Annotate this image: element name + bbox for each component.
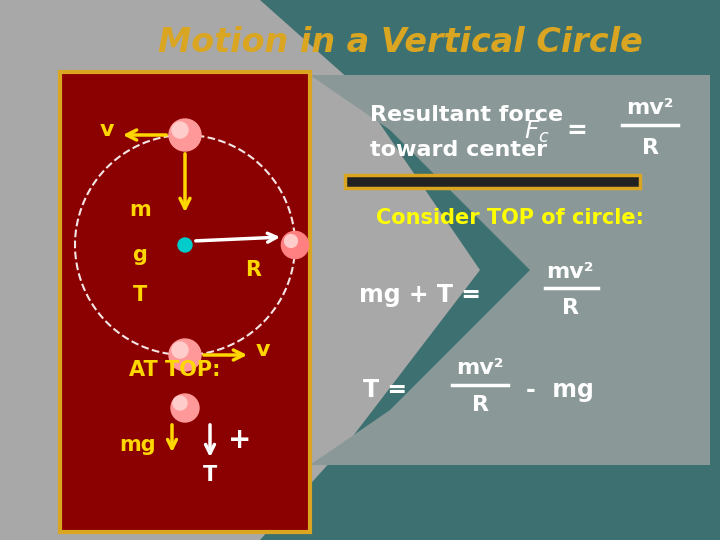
Text: toward center: toward center <box>370 140 547 160</box>
Text: mg: mg <box>120 435 156 455</box>
Text: g: g <box>132 245 148 265</box>
Text: Consider TOP of circle:: Consider TOP of circle: <box>376 208 644 228</box>
Circle shape <box>173 396 187 410</box>
Text: Motion in a Vertical Circle: Motion in a Vertical Circle <box>158 25 642 58</box>
Text: v: v <box>256 340 270 360</box>
Text: R: R <box>245 260 261 280</box>
Text: T =: T = <box>363 378 407 402</box>
Circle shape <box>169 119 201 151</box>
Circle shape <box>282 232 309 259</box>
Text: mv²: mv² <box>546 262 594 282</box>
Text: v: v <box>100 120 114 140</box>
Text: mv²: mv² <box>456 358 504 378</box>
Circle shape <box>171 394 199 422</box>
Bar <box>345 175 640 188</box>
Text: mg + T =: mg + T = <box>359 283 481 307</box>
Bar <box>60 72 310 532</box>
Text: T: T <box>133 285 147 305</box>
Text: R: R <box>642 138 659 158</box>
Circle shape <box>169 339 201 371</box>
Text: m: m <box>129 200 151 220</box>
Text: mv²: mv² <box>626 98 674 118</box>
Text: Resultant force: Resultant force <box>370 105 563 125</box>
Text: -  mg: - mg <box>526 378 594 402</box>
Text: AT TOP:: AT TOP: <box>130 360 221 380</box>
Text: R: R <box>562 298 578 318</box>
Circle shape <box>178 238 192 252</box>
Text: R: R <box>472 395 488 415</box>
Text: $\mathit{F}_c$  =: $\mathit{F}_c$ = <box>524 119 586 145</box>
Text: T: T <box>203 465 217 485</box>
Circle shape <box>172 122 188 138</box>
Polygon shape <box>260 0 720 540</box>
Polygon shape <box>310 75 710 465</box>
Text: +: + <box>228 426 252 454</box>
Circle shape <box>284 234 297 247</box>
Circle shape <box>172 342 188 358</box>
